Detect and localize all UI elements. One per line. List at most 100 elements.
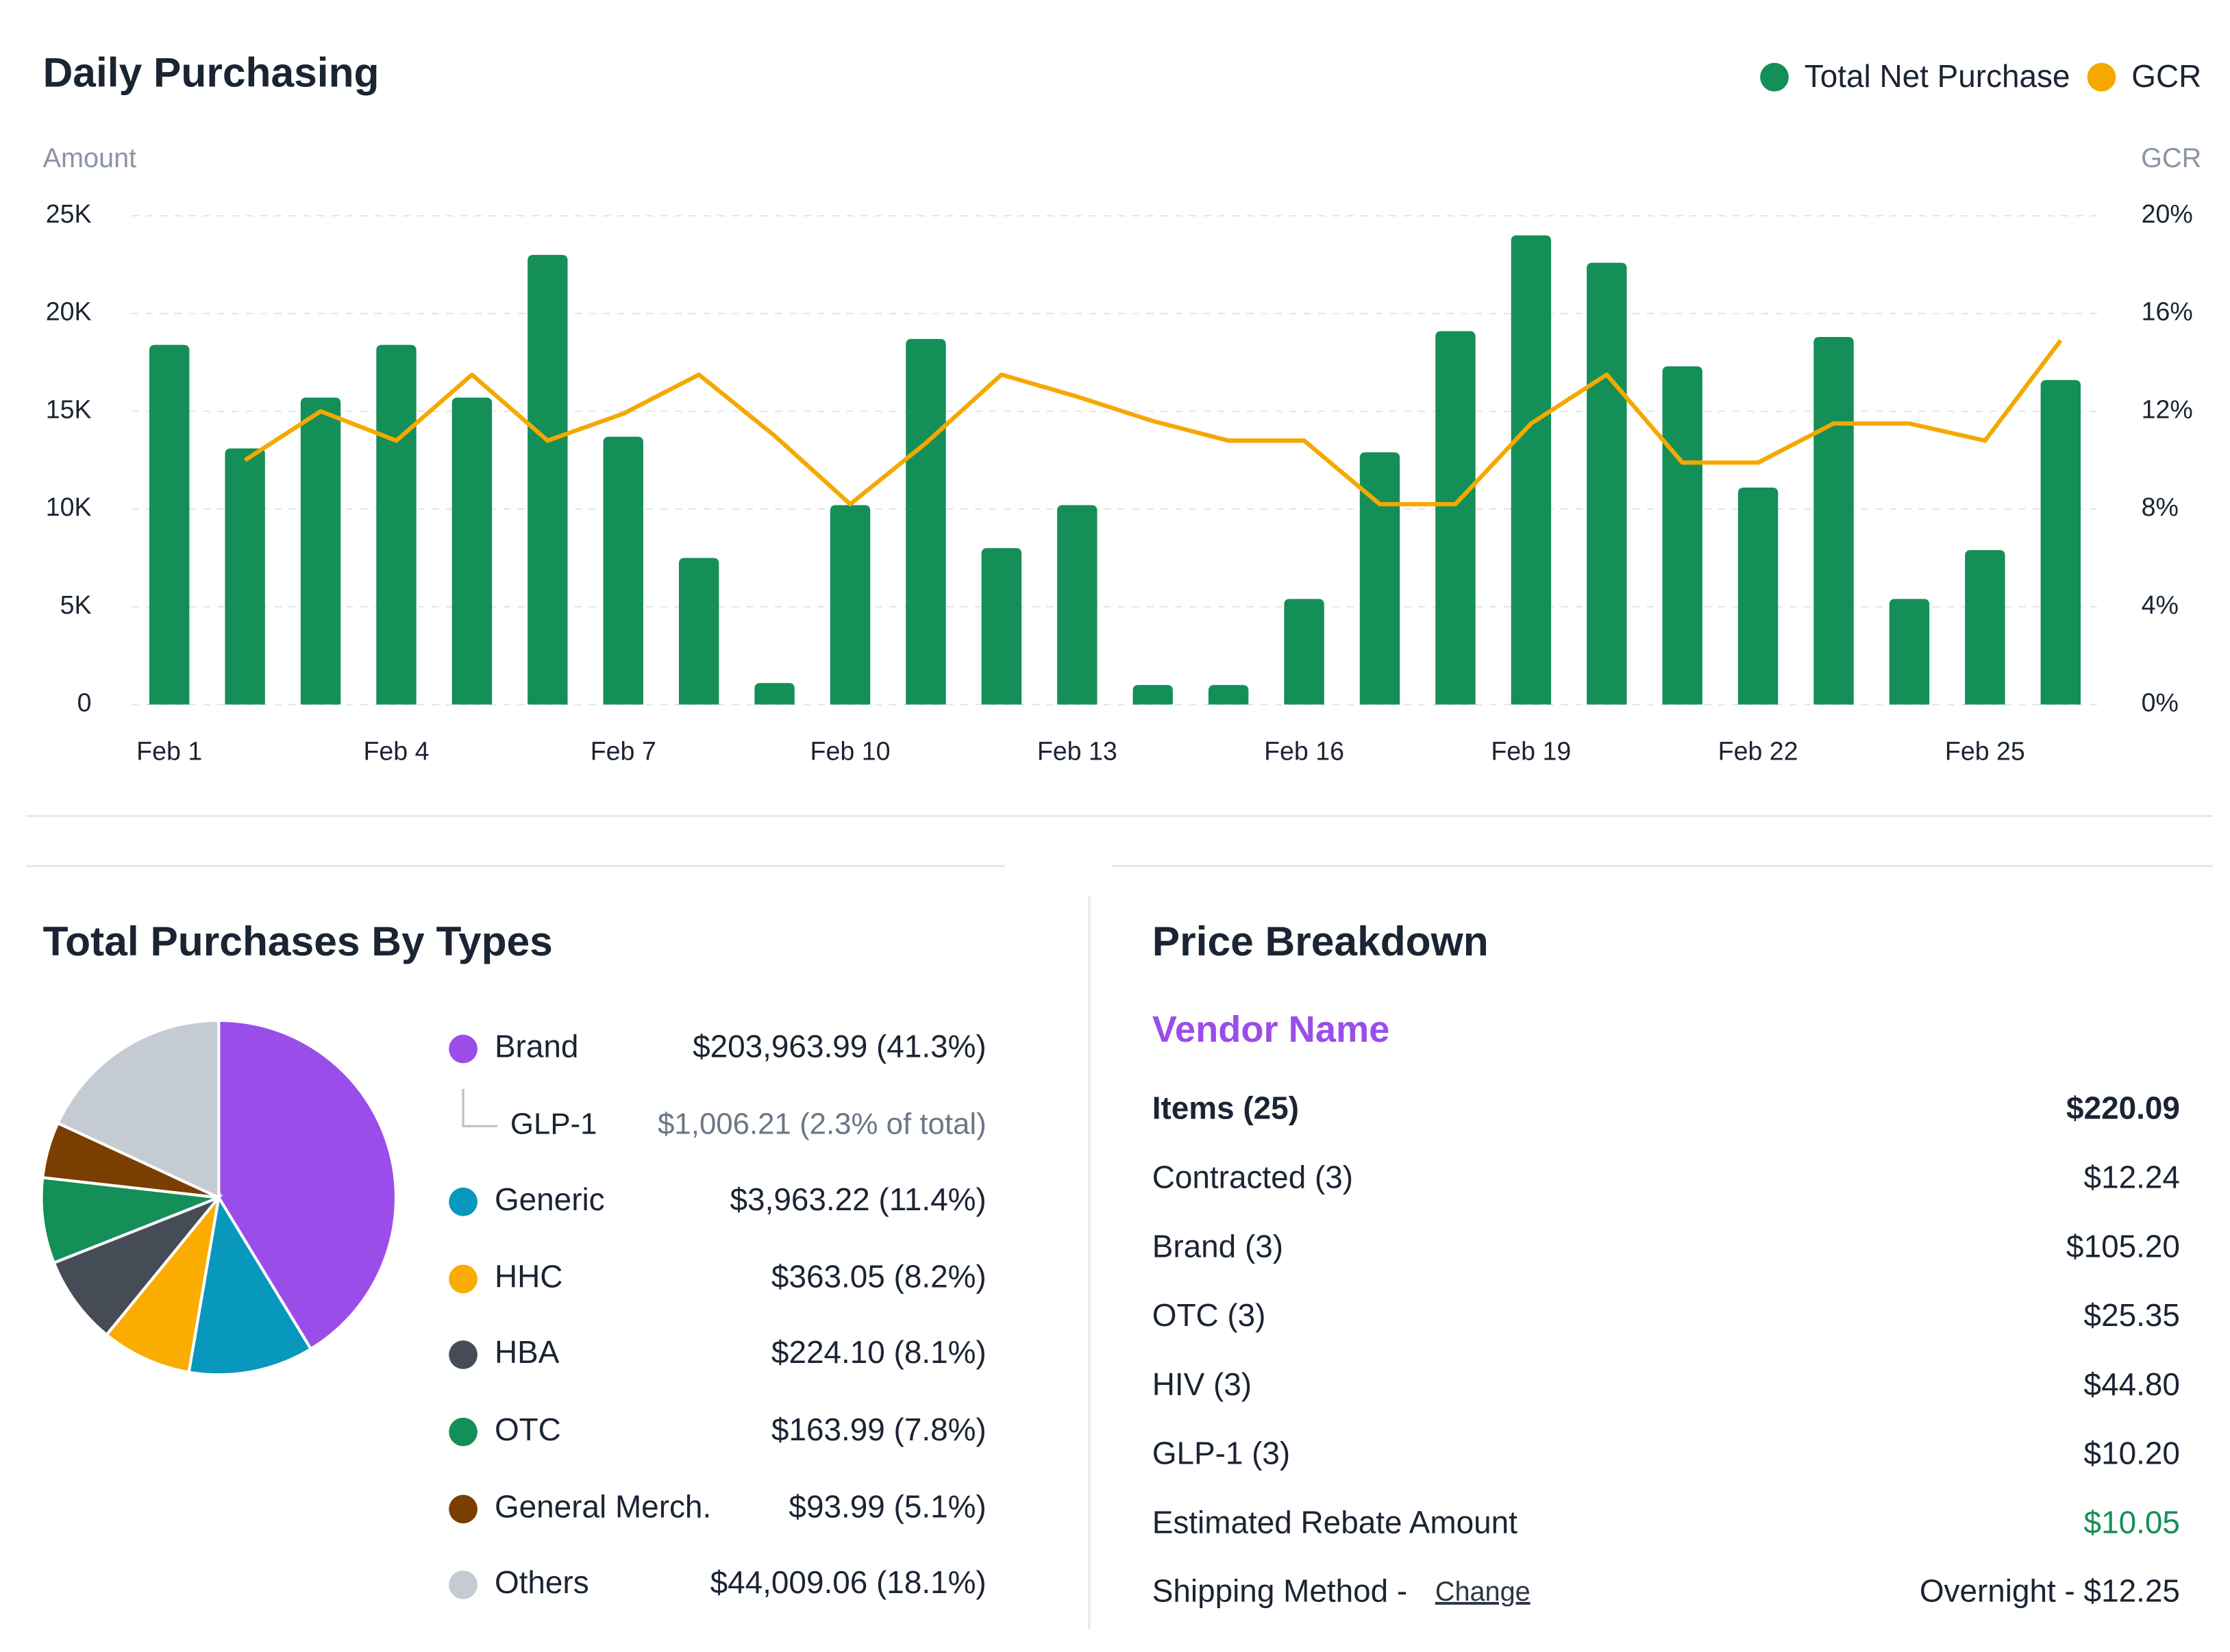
bar	[678, 558, 719, 705]
bar	[1057, 505, 1098, 705]
bar	[906, 338, 946, 705]
x-tick-label: Feb 25	[1945, 737, 2025, 766]
y-tick-label: 20K	[46, 297, 92, 326]
chart-layer: 0 5K 10K 15K 20K 25K 0% 4% 8% 12% 16% 20% Feb 1 Feb 4…	[40, 58, 2201, 1600]
row-value: $105.20	[2066, 1228, 2180, 1264]
legend-marker	[449, 1494, 478, 1524]
value-label: $203,963.99 (41.3%)	[693, 1029, 987, 1064]
pie-slice	[187, 1193, 313, 1377]
rebate-label: Estimated Rebate Amount	[1152, 1504, 1517, 1540]
legend-label: Others	[495, 1564, 589, 1600]
rebate-value: $10.05	[2084, 1504, 2180, 1540]
bar	[300, 397, 341, 705]
legend-label: HBA	[495, 1334, 560, 1370]
bar	[528, 255, 568, 705]
bar	[451, 397, 493, 705]
pie-slice	[104, 1192, 221, 1374]
x-tick-label: Feb 16	[1264, 737, 1344, 766]
bar	[1813, 337, 1854, 705]
bar	[1435, 331, 1476, 705]
bar	[754, 683, 795, 705]
pie-title: Total Purchases By Types	[43, 918, 553, 964]
pie-slice	[40, 1175, 220, 1265]
line	[243, 339, 2063, 507]
row-label: HIV (3)	[1152, 1366, 1252, 1402]
legend-marker	[449, 1264, 478, 1294]
sub-item-value: $1,006.21 (2.3% of total)	[658, 1107, 987, 1141]
row-value: $12.24	[2084, 1160, 2180, 1195]
legend-marker	[449, 1570, 478, 1599]
pie-slice	[217, 1018, 398, 1351]
bar	[1359, 452, 1400, 705]
price-title: Price Breakdown	[1152, 918, 1489, 964]
shipping-value: Overnight - $12.25	[1920, 1573, 2180, 1609]
items-value: $220.09	[2066, 1090, 2180, 1125]
legend-marker	[449, 1034, 478, 1064]
y-tick-label: 5K	[60, 590, 92, 619]
change-link[interactable]: Change	[1435, 1577, 1531, 1607]
bar	[1662, 366, 1702, 705]
x-tick-label: Feb 4	[363, 737, 429, 766]
y-tick-label: 15K	[46, 395, 92, 423]
value-label: $224.10 (8.1%)	[771, 1334, 987, 1370]
x-tick-label: Feb 13	[1037, 737, 1117, 766]
chart-title: Daily Purchasing	[43, 49, 380, 96]
row-label: Contracted (3)	[1152, 1160, 1353, 1195]
items-label: Items (25)	[1152, 1090, 1299, 1125]
y2-tick-label: 16%	[2142, 297, 2193, 326]
legend-marker	[449, 1187, 478, 1216]
y-axis-label: Amount	[43, 143, 137, 173]
x-tick-label: Feb 7	[591, 737, 656, 766]
bar	[1132, 685, 1173, 705]
bar	[149, 345, 190, 705]
y2-axis-label: GCR	[2141, 143, 2201, 173]
legend-label: GCR	[2131, 58, 2201, 94]
x-tick-label: Feb 10	[810, 737, 891, 766]
y2-tick-label: 12%	[2142, 395, 2193, 423]
bar	[376, 345, 417, 705]
y2-tick-label: 20%	[2142, 199, 2193, 228]
x-tick-label: Feb 22	[1718, 737, 1798, 766]
row-value: $44.80	[2084, 1366, 2180, 1402]
bar	[981, 548, 1022, 705]
value-label: $163.99 (7.8%)	[771, 1412, 987, 1447]
legend-label: HHC	[495, 1259, 562, 1294]
value-label: $363.05 (8.2%)	[771, 1259, 987, 1294]
legend-label: Total Net Purchase	[1805, 58, 2070, 94]
legend-marker	[449, 1417, 478, 1447]
x-tick-label: Feb 19	[1491, 737, 1571, 766]
pie-slice	[51, 1194, 223, 1337]
vendor-name[interactable]: Vendor Name	[1152, 1009, 1390, 1050]
y2-tick-label: 4%	[2142, 590, 2179, 619]
sub-item-label: GLP-1	[510, 1107, 597, 1141]
row-label: Brand (3)	[1152, 1228, 1283, 1264]
bar	[2040, 379, 2081, 705]
bar	[830, 505, 871, 705]
bar	[1284, 599, 1324, 705]
y-tick-label: 0	[77, 688, 92, 717]
legend-marker	[2087, 62, 2116, 92]
row-label: GLP-1 (3)	[1152, 1436, 1290, 1471]
bar	[1587, 262, 1627, 705]
bar	[603, 436, 643, 705]
y2-tick-label: 0%	[2142, 688, 2179, 717]
legend-marker	[1760, 62, 1789, 92]
legend-label: OTC	[495, 1412, 561, 1447]
bar	[1737, 487, 1779, 705]
legend-label: General Merch.	[495, 1488, 711, 1524]
value-label: $93.99 (5.1%)	[789, 1488, 986, 1524]
legend-label: Brand	[495, 1029, 578, 1064]
connector	[462, 1088, 498, 1127]
y-tick-label: 10K	[46, 492, 92, 521]
pie-slice	[55, 1018, 221, 1200]
y2-tick-label: 8%	[2142, 492, 2179, 521]
y-tick-label: 25K	[46, 199, 92, 228]
value-label: $3,963.22 (11.4%)	[730, 1181, 987, 1217]
x-tick-label: Feb 1	[136, 737, 202, 766]
bar	[225, 448, 265, 705]
legend-label: Generic	[495, 1181, 605, 1217]
bar	[1208, 685, 1249, 705]
